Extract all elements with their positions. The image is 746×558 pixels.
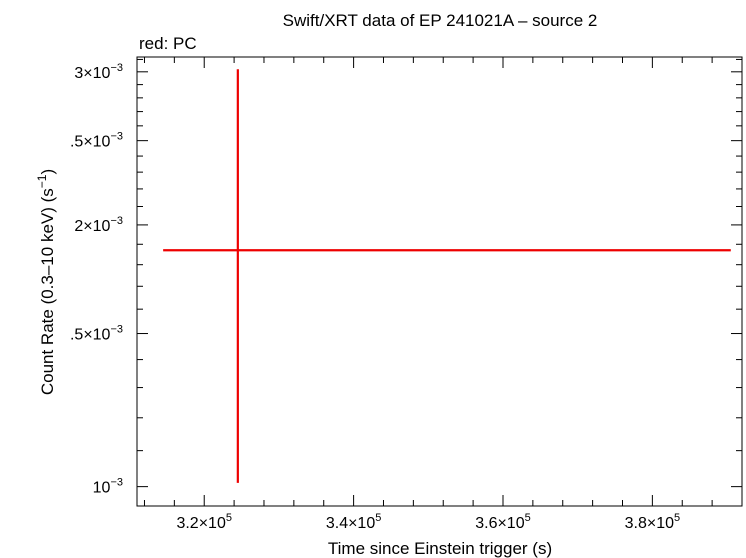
- y-axis: 10−3 .5×10−3 2×10−3 .5×10−3 3×10−3: [70, 58, 742, 497]
- data-series: [163, 69, 731, 483]
- y-axis-label: Count Rate (0.3–10 keV) (s−1): [35, 169, 57, 395]
- x-axis: 3.2×105 3.4×105 3.6×105 3.8×105: [143, 57, 743, 532]
- y-tick-label: 2×10−3: [74, 215, 123, 235]
- x-tick-label: 3.2×105: [176, 512, 232, 532]
- y-tick-label: .5×10−3: [70, 324, 123, 344]
- y-tick-label: .5×10−3: [70, 131, 123, 151]
- y-tick-label: 10−3: [93, 477, 123, 497]
- x-tick-label: 3.4×105: [326, 512, 382, 532]
- x-tick-label: 3.6×105: [475, 512, 531, 532]
- chart-subtitle: red: PC: [139, 34, 197, 53]
- x-tick-label: 3.8×105: [625, 512, 681, 532]
- chart-title: Swift/XRT data of EP 241021A – source 2: [283, 11, 598, 30]
- y-tick-label: 3×10−3: [74, 62, 123, 82]
- plot-frame: [136, 56, 743, 507]
- x-axis-label: Time since Einstein trigger (s): [328, 539, 552, 558]
